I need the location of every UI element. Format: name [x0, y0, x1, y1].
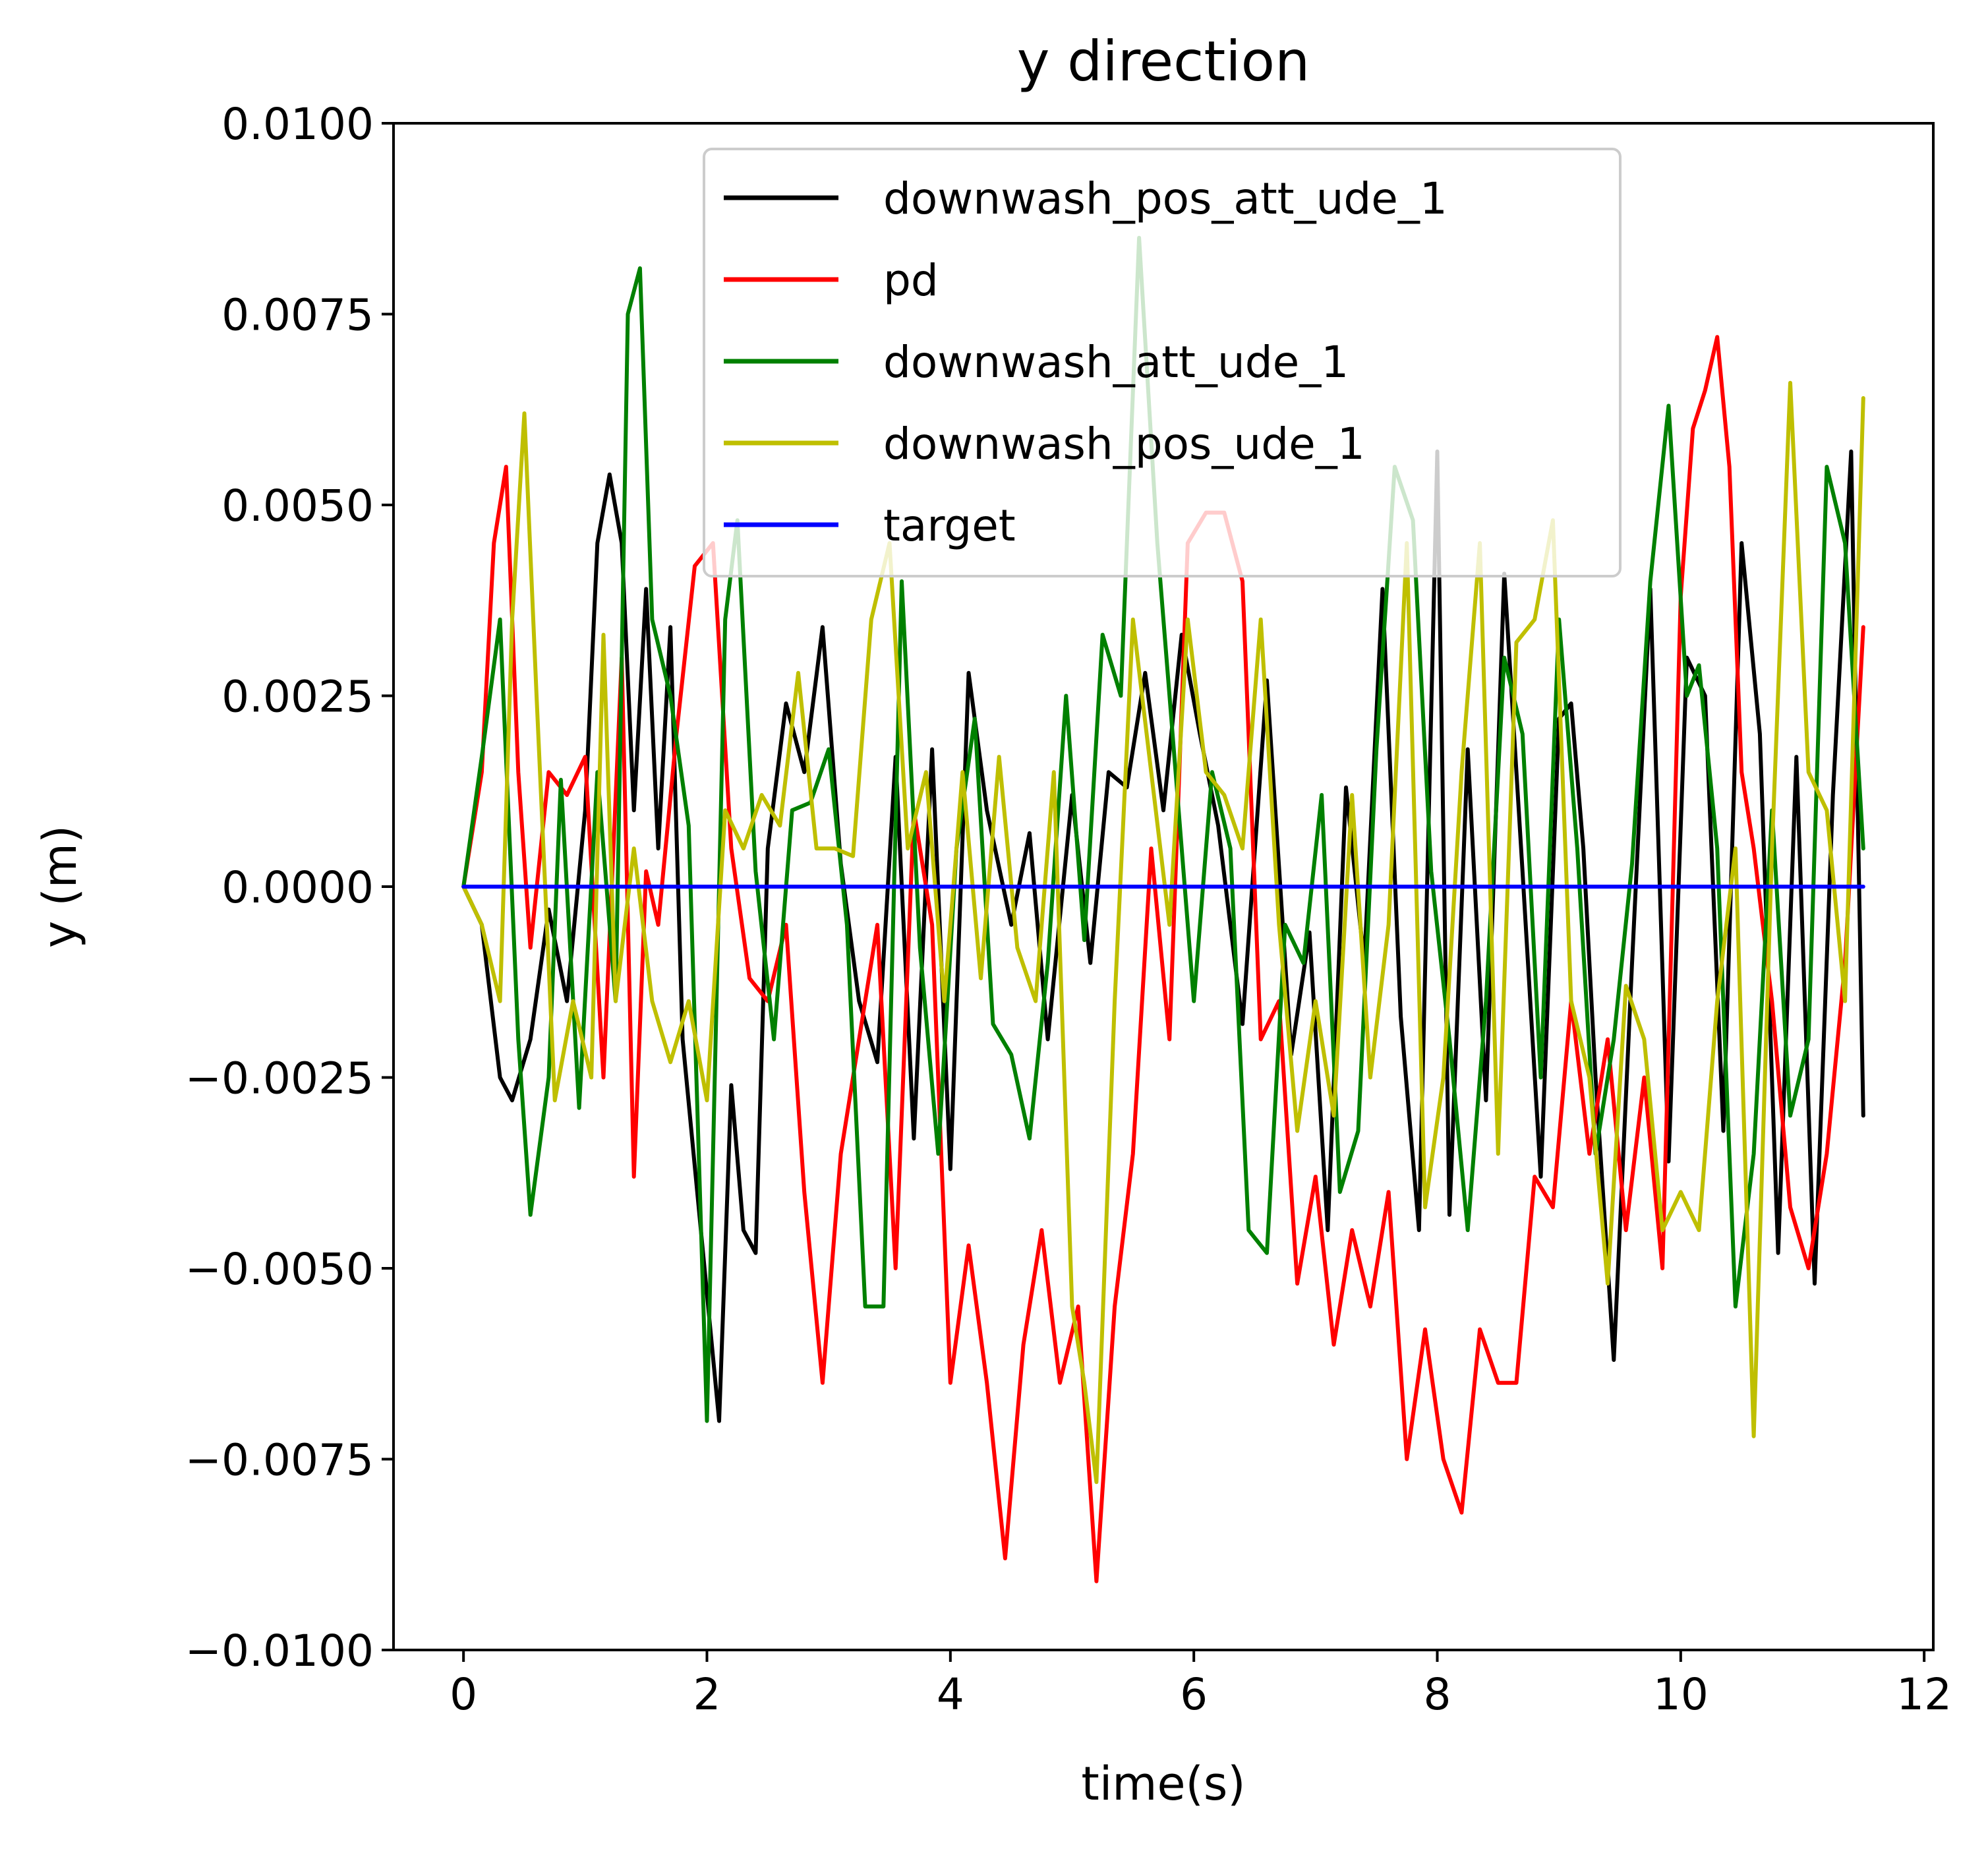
y-axis: 0.0100 0.0075 0.0050 0.0025 0.0000 −0.0025 −0.…	[185, 99, 394, 1676]
x-tick-label: 0	[450, 1669, 477, 1720]
y-tick-label: −0.0100	[185, 1626, 374, 1676]
y-tick-label: 0.0050	[221, 481, 374, 531]
x-tick-label: 6	[1180, 1669, 1208, 1720]
x-tick-label: 10	[1653, 1669, 1709, 1720]
legend: downwash_pos_att_ude_1pd downwash_att_ude…	[703, 148, 1622, 577]
legend-label: pd	[883, 255, 939, 306]
series-line-pd	[461, 335, 1865, 1583]
legend-label: downwash_pos_att_ude_1	[883, 173, 1447, 224]
y-tick-label: −0.0075	[185, 1435, 374, 1486]
x-tick-label: 4	[937, 1669, 964, 1720]
y-tick-label: −0.0025	[185, 1053, 374, 1104]
chart-title: y direction	[1017, 29, 1310, 94]
x-tick-label: 2	[693, 1669, 721, 1720]
y-tick-label: 0.0025	[221, 672, 374, 722]
legend-label: target	[883, 500, 1016, 551]
y-tick-label: 0.0075	[221, 290, 374, 341]
y-tick-label: 0.0100	[221, 99, 374, 150]
y-tick-label: 0.0000	[221, 862, 374, 913]
y-tick-label: −0.0050	[185, 1244, 374, 1295]
series-line-downwash-pos-att-ude-1	[461, 449, 1865, 1423]
x-tick-label: 12	[1896, 1669, 1952, 1720]
x-tick-label: 8	[1423, 1669, 1451, 1720]
legend-label: downwash_pos_ude_1	[883, 419, 1365, 469]
legend-label: downwash_att_ude_1	[883, 337, 1349, 388]
x-axis-label: time(s)	[1081, 1757, 1245, 1811]
y-axis-label: y (m)	[33, 825, 87, 948]
x-axis: 0 2 4 6 8 10 12	[450, 1650, 1952, 1720]
legend-box	[703, 148, 1622, 577]
legend-entries: downwash_pos_att_ude_1pd downwash_att_ude…	[724, 173, 1447, 551]
series-line-downwash-pos-ude-1	[461, 380, 1865, 1485]
